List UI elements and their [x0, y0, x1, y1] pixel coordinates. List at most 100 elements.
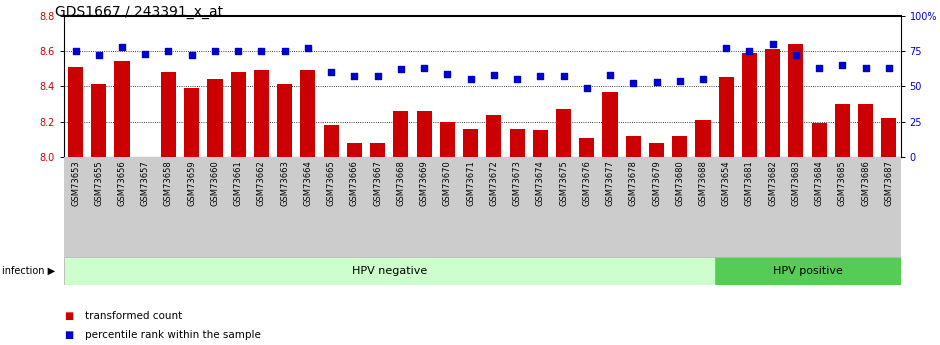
Text: GSM73680: GSM73680	[675, 160, 684, 206]
Point	[509, 77, 525, 82]
Point	[347, 73, 362, 79]
Point	[393, 67, 408, 72]
Text: GSM73674: GSM73674	[536, 160, 545, 206]
Text: GSM73673: GSM73673	[512, 160, 522, 206]
Point	[533, 73, 548, 79]
Text: GDS1667 / 243391_x_at: GDS1667 / 243391_x_at	[55, 5, 223, 19]
Text: GSM73675: GSM73675	[559, 160, 568, 206]
Point	[742, 48, 757, 54]
Bar	[416, 111, 431, 157]
Bar	[68, 67, 83, 157]
Point	[440, 71, 455, 76]
Text: GSM73662: GSM73662	[257, 160, 266, 206]
Point	[115, 44, 130, 49]
Text: transformed count: transformed count	[85, 311, 181, 321]
Text: GSM73688: GSM73688	[698, 160, 708, 206]
Point	[811, 65, 826, 71]
Point	[672, 78, 687, 83]
Bar	[509, 129, 525, 157]
Text: ■: ■	[64, 330, 73, 339]
Text: GSM73658: GSM73658	[164, 160, 173, 206]
Text: GSM73684: GSM73684	[815, 160, 823, 206]
Text: GSM73676: GSM73676	[582, 160, 591, 206]
Point	[277, 48, 292, 54]
Bar	[277, 85, 292, 157]
Bar	[789, 44, 804, 157]
Bar	[463, 129, 478, 157]
Text: GSM73670: GSM73670	[443, 160, 452, 206]
Point	[858, 65, 873, 71]
Bar	[440, 122, 455, 157]
Text: GSM73681: GSM73681	[745, 160, 754, 206]
Point	[254, 48, 269, 54]
Point	[184, 52, 199, 58]
Text: GSM73672: GSM73672	[490, 160, 498, 206]
Point	[416, 65, 431, 71]
Bar	[230, 72, 245, 157]
Point	[463, 77, 478, 82]
Text: GSM73657: GSM73657	[141, 160, 149, 206]
Text: GSM73664: GSM73664	[304, 160, 312, 206]
Point	[230, 48, 245, 54]
Bar	[184, 88, 199, 157]
Bar	[835, 104, 850, 157]
Point	[882, 65, 897, 71]
Text: GSM73687: GSM73687	[885, 160, 893, 206]
Text: percentile rank within the sample: percentile rank within the sample	[85, 330, 260, 339]
Point	[68, 48, 83, 54]
Point	[161, 48, 176, 54]
Bar	[719, 77, 734, 157]
Bar	[811, 124, 827, 157]
Bar	[858, 104, 873, 157]
Bar	[556, 109, 572, 157]
Text: GSM73655: GSM73655	[94, 160, 103, 206]
Bar	[533, 130, 548, 157]
Point	[556, 73, 572, 79]
Text: GSM73653: GSM73653	[71, 160, 80, 206]
Bar	[347, 143, 362, 157]
Text: GSM73686: GSM73686	[861, 160, 870, 206]
Text: GSM73682: GSM73682	[768, 160, 777, 206]
Point	[138, 51, 153, 57]
Point	[696, 77, 711, 82]
Text: GSM73671: GSM73671	[466, 160, 475, 206]
Text: GSM73668: GSM73668	[397, 160, 405, 206]
Text: HPV positive: HPV positive	[773, 266, 842, 276]
Text: ■: ■	[64, 311, 73, 321]
Bar	[254, 70, 269, 157]
Bar	[323, 125, 338, 157]
Text: GSM73667: GSM73667	[373, 160, 383, 206]
Bar	[161, 72, 176, 157]
Point	[649, 79, 664, 85]
Point	[603, 72, 618, 78]
Text: GSM73661: GSM73661	[234, 160, 243, 206]
Bar	[714, 257, 901, 285]
Text: GSM73665: GSM73665	[327, 160, 336, 206]
Bar	[742, 53, 757, 157]
Text: HPV negative: HPV negative	[352, 266, 427, 276]
Text: GSM73685: GSM73685	[838, 160, 847, 206]
Point	[91, 52, 106, 58]
Bar	[301, 70, 316, 157]
Bar	[603, 91, 618, 157]
Point	[301, 45, 316, 51]
Bar	[115, 61, 130, 157]
Bar	[649, 143, 664, 157]
Point	[486, 72, 501, 78]
Bar	[672, 136, 687, 157]
Text: GSM73679: GSM73679	[652, 160, 661, 206]
Bar	[370, 143, 385, 157]
Bar	[696, 120, 711, 157]
Bar	[579, 138, 594, 157]
Point	[765, 41, 780, 47]
Point	[789, 52, 804, 58]
Text: GSM73660: GSM73660	[211, 160, 219, 206]
Point	[370, 73, 385, 79]
Bar	[393, 111, 409, 157]
Point	[719, 45, 734, 51]
Bar	[91, 85, 106, 157]
Text: GSM73656: GSM73656	[118, 160, 127, 206]
Bar	[486, 115, 501, 157]
Text: GSM73666: GSM73666	[350, 160, 359, 206]
Text: GSM73678: GSM73678	[629, 160, 637, 206]
